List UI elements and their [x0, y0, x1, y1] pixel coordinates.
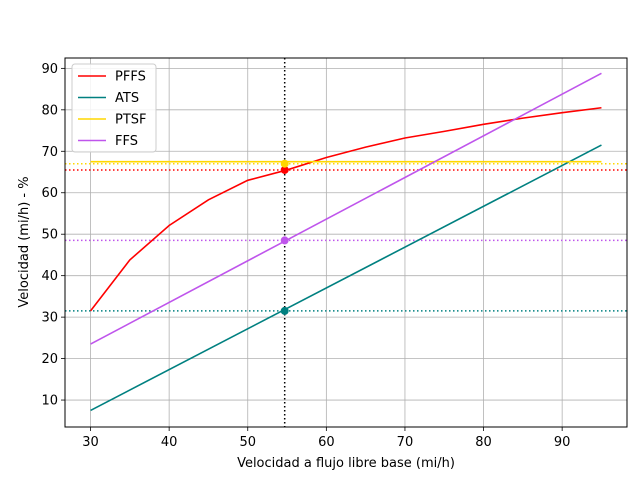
series-line-ats: [90, 144, 602, 412]
y-tick-label: 70: [41, 145, 58, 160]
legend-label-ats: ATS: [115, 91, 139, 106]
series-marker-ffs: [280, 236, 289, 245]
y-tick-label: 20: [41, 352, 58, 367]
series-line-ffs: [90, 72, 602, 345]
plot-frame: [65, 58, 627, 427]
grid-lines: [65, 58, 627, 427]
x-tick-label: 60: [318, 435, 335, 450]
y-tick-label: 40: [41, 269, 58, 284]
series-marker-ptsf: [280, 159, 289, 168]
x-tick-label: 30: [82, 435, 99, 450]
series-lines: [89, 72, 602, 412]
x-tick-label: 50: [239, 435, 256, 450]
y-tick-label: 10: [41, 394, 58, 409]
legend-label-ffs: FFS: [115, 134, 138, 149]
legend-box: [71, 63, 157, 153]
y-tick-label: 30: [41, 311, 58, 326]
x-tick-label: 40: [161, 435, 178, 450]
x-axis-label: Velocidad a flujo libre base (mi/h): [237, 456, 455, 471]
y-tick-label: 90: [41, 62, 58, 77]
legend-label-ptsf: PTSF: [115, 113, 147, 128]
plot-border: [64, 57, 628, 428]
x-tick-label: 80: [475, 435, 492, 450]
reference-lines: [65, 58, 627, 427]
y-tick-label: 60: [41, 186, 58, 201]
y-axis-label: Velocidad (mi/h) - %: [17, 176, 32, 307]
x-axis-ticks: 30 40 50 60 70 80 90: [82, 427, 570, 450]
legend: PFFS ATS PTSF FFS: [71, 63, 157, 153]
y-axis-ticks: 10 20 30 40 50 60 70 80 90: [41, 62, 65, 409]
series-marker-pffs: [280, 165, 289, 174]
x-tick-label: 90: [554, 435, 571, 450]
y-tick-label: 50: [41, 228, 58, 243]
x-tick-label: 70: [397, 435, 414, 450]
series-marker-ats: [280, 306, 289, 315]
y-tick-label: 80: [41, 103, 58, 118]
series-markers: [280, 159, 289, 315]
legend-label-pffs: PFFS: [115, 70, 146, 85]
